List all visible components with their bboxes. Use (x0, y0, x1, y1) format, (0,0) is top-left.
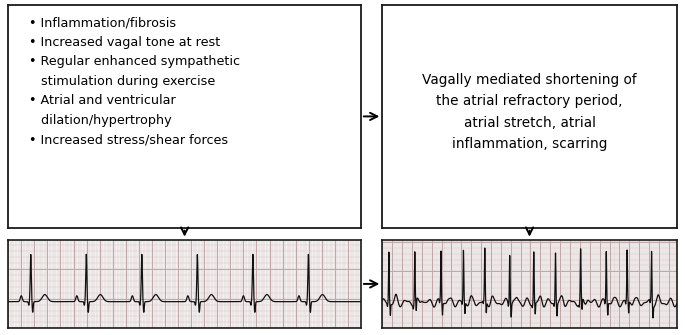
Text: Vagally mediated shortening of
the atrial refractory period,
atrial stretch, atr: Vagally mediated shortening of the atria… (422, 73, 637, 151)
Text: • Inflammation/fibrosis
• Increased vagal tone at rest
• Regular enhanced sympat: • Inflammation/fibrosis • Increased vaga… (29, 16, 240, 146)
